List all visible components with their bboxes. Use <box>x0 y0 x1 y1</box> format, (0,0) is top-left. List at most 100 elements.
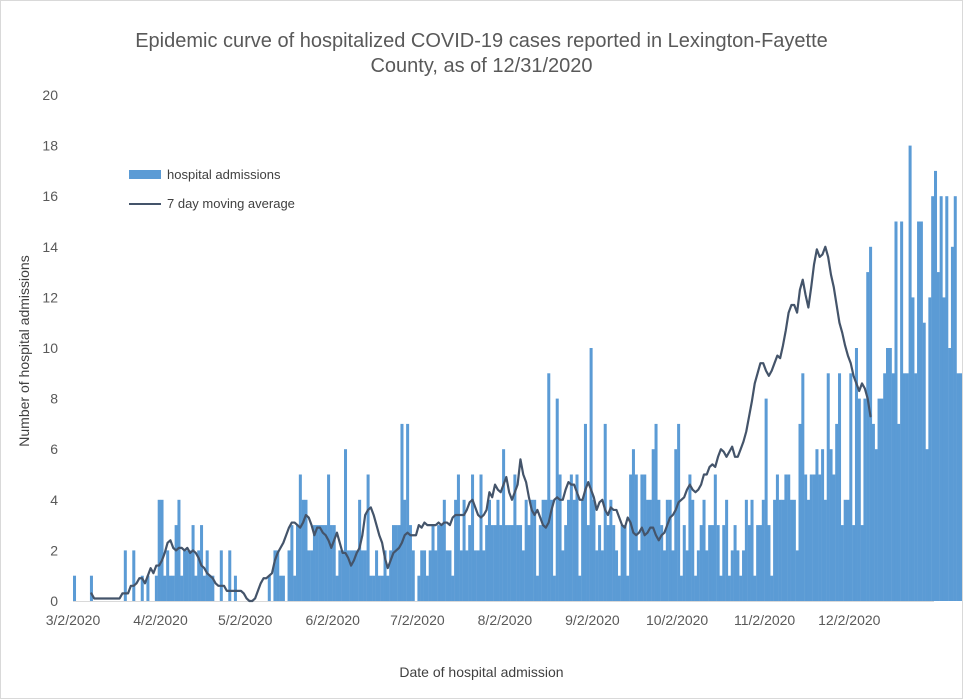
admission-bar <box>335 575 339 601</box>
admission-bar <box>713 474 717 601</box>
admission-bar <box>375 550 379 601</box>
admission-bar <box>852 525 856 601</box>
admission-bar <box>722 525 726 601</box>
admission-bar <box>276 550 280 601</box>
admission-bar <box>756 525 760 601</box>
admission-bar <box>886 348 890 601</box>
x-tick-label: 12/2/2020 <box>818 612 880 628</box>
admission-bar <box>959 373 962 601</box>
admission-bar <box>829 449 833 601</box>
admission-bar <box>360 550 364 601</box>
admission-bar <box>648 499 652 601</box>
admission-bar <box>931 196 935 601</box>
admission-bar <box>945 196 949 601</box>
admission-bar <box>846 499 850 601</box>
admission-bar <box>578 575 582 601</box>
admission-bar <box>420 550 424 601</box>
admission-bar <box>293 575 297 601</box>
admission-bar <box>355 550 359 601</box>
y-tick-label: 16 <box>42 188 58 204</box>
y-tick-label: 2 <box>50 542 58 558</box>
admission-bar <box>767 525 771 601</box>
admission-bar <box>716 525 720 601</box>
admission-bar <box>586 525 590 601</box>
admission-bar <box>657 499 661 601</box>
chart-title-line-1: Epidemic curve of hospitalized COVID-19 … <box>135 30 828 52</box>
admission-bar <box>465 550 469 601</box>
admission-bar <box>188 550 192 601</box>
admission-bar <box>315 525 319 601</box>
admission-bar <box>358 499 362 601</box>
y-tick-label: 0 <box>50 593 58 609</box>
admission-bar <box>671 550 675 601</box>
admission-bar <box>202 575 206 601</box>
admission-bar <box>168 575 172 601</box>
admission-bar <box>180 575 184 601</box>
admission-bar <box>513 474 517 601</box>
admission-bar <box>838 373 842 601</box>
admission-bar <box>157 499 161 601</box>
admission-bar <box>801 373 805 601</box>
admission-bar <box>366 474 370 601</box>
admission-bar <box>408 525 412 601</box>
admission-bar <box>428 550 432 601</box>
admission-bar <box>456 474 460 601</box>
admission-bar <box>400 423 404 601</box>
admission-bar <box>533 499 537 601</box>
admission-bar <box>389 550 393 601</box>
legend-label-moving-average: 7 day moving average <box>167 196 295 211</box>
admission-bar <box>784 474 788 601</box>
admission-bar <box>733 525 737 601</box>
admission-bar <box>552 575 556 601</box>
admission-bar <box>487 499 491 601</box>
admission-bar <box>471 474 475 601</box>
admission-bar <box>651 449 655 601</box>
admission-bar <box>778 499 782 601</box>
admission-bar <box>211 575 215 601</box>
admission-bar <box>363 550 367 601</box>
admission-bar <box>598 525 602 601</box>
admission-bar <box>431 525 435 601</box>
admission-bar <box>866 272 870 601</box>
x-axis-label: Date of hospital admission <box>399 664 564 680</box>
admission-bar <box>123 550 127 601</box>
admission-bar <box>589 348 593 601</box>
y-tick-label: 8 <box>50 391 58 407</box>
admission-bar <box>812 474 816 601</box>
admission-bar <box>660 525 664 601</box>
admission-bar <box>863 398 867 601</box>
admission-bar <box>883 373 887 601</box>
admission-bar <box>318 525 322 601</box>
admission-bar <box>555 398 559 601</box>
admission-bar <box>391 525 396 601</box>
admission-bar <box>233 575 237 601</box>
admission-bar <box>479 474 483 601</box>
admission-bar <box>835 423 839 601</box>
admission-bar <box>809 474 813 601</box>
admission-bar <box>519 525 523 601</box>
x-tick-label: 5/2/2020 <box>218 612 273 628</box>
admission-bar <box>468 525 472 601</box>
admission-bar <box>637 550 641 601</box>
admission-bar <box>581 499 585 601</box>
admission-bar <box>736 550 740 601</box>
admission-bar <box>496 499 500 601</box>
admission-bar <box>572 499 576 601</box>
y-tick-label: 6 <box>50 441 58 457</box>
legend-line-swatch <box>129 202 161 205</box>
admission-bar <box>750 499 754 601</box>
admission-bar <box>386 575 390 601</box>
admission-bar <box>719 575 723 601</box>
admission-bar <box>631 449 635 601</box>
legend-label-hospital-admissions: hospital admissions <box>167 167 281 182</box>
admission-bar <box>338 550 342 601</box>
admission-bar <box>567 499 571 601</box>
admission-bar <box>823 499 827 601</box>
admission-bar <box>685 550 689 601</box>
admission-bar <box>510 525 514 601</box>
admission-bar <box>569 474 573 601</box>
admission-bar <box>753 575 757 601</box>
admission-bar <box>310 550 314 601</box>
admission-bar <box>550 499 554 601</box>
x-tick-label: 6/2/2020 <box>305 612 360 628</box>
